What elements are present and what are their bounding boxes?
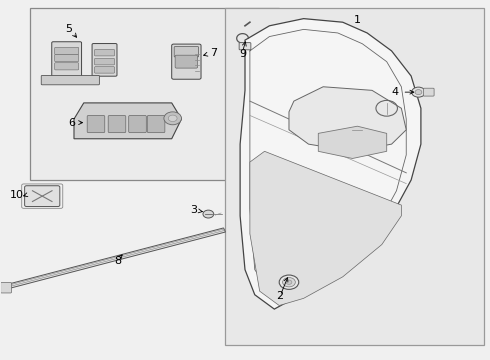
Text: 4: 4	[392, 87, 399, 97]
Text: 5: 5	[66, 24, 73, 35]
Polygon shape	[250, 151, 401, 306]
Bar	[30, 8, 279, 180]
Circle shape	[286, 280, 292, 284]
FancyBboxPatch shape	[24, 186, 60, 207]
FancyBboxPatch shape	[55, 54, 78, 62]
FancyBboxPatch shape	[55, 47, 78, 54]
FancyBboxPatch shape	[423, 88, 434, 96]
Circle shape	[412, 87, 425, 97]
FancyBboxPatch shape	[239, 42, 251, 50]
FancyBboxPatch shape	[55, 63, 78, 70]
Circle shape	[279, 275, 299, 289]
Text: 6: 6	[68, 118, 75, 128]
Bar	[225, 8, 485, 345]
Circle shape	[283, 278, 295, 287]
FancyBboxPatch shape	[95, 49, 115, 56]
FancyBboxPatch shape	[172, 44, 201, 79]
FancyBboxPatch shape	[129, 116, 147, 133]
Text: 7: 7	[210, 48, 217, 58]
FancyBboxPatch shape	[147, 116, 165, 133]
Polygon shape	[74, 103, 181, 139]
FancyBboxPatch shape	[95, 58, 115, 65]
Polygon shape	[3, 228, 225, 289]
Circle shape	[164, 112, 181, 125]
FancyBboxPatch shape	[175, 55, 197, 68]
Text: 8: 8	[114, 256, 122, 266]
Polygon shape	[318, 126, 387, 158]
FancyBboxPatch shape	[95, 67, 115, 73]
FancyBboxPatch shape	[0, 283, 11, 293]
Text: 10: 10	[10, 190, 24, 201]
Text: 3: 3	[190, 206, 197, 216]
FancyBboxPatch shape	[87, 116, 105, 133]
Circle shape	[203, 210, 214, 218]
FancyBboxPatch shape	[41, 76, 99, 85]
Circle shape	[415, 90, 422, 95]
Polygon shape	[289, 87, 406, 151]
FancyBboxPatch shape	[92, 44, 117, 76]
Text: 2: 2	[277, 291, 284, 301]
Text: 1: 1	[354, 15, 361, 26]
Text: 9: 9	[239, 49, 246, 59]
Circle shape	[168, 115, 177, 122]
Polygon shape	[240, 19, 421, 309]
FancyBboxPatch shape	[174, 46, 198, 57]
FancyBboxPatch shape	[52, 42, 81, 78]
FancyBboxPatch shape	[108, 116, 126, 133]
